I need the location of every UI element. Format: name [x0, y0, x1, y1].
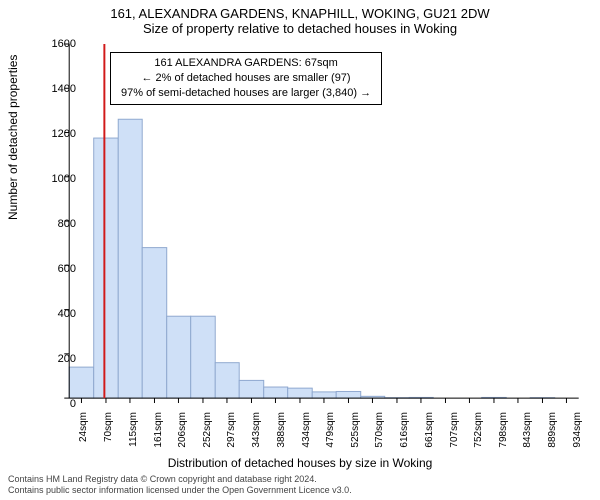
legend-line-3: 97% of semi-detached houses are larger (…: [121, 86, 371, 101]
y-tick-label: 0: [40, 398, 76, 410]
chart-subtitle: Size of property relative to detached ho…: [0, 21, 600, 38]
x-tick-label: 479sqm: [325, 412, 336, 448]
legend-box: 161 ALEXANDRA GARDENS: 67sqm ← 2% of det…: [110, 52, 382, 105]
x-tick-label: 206sqm: [177, 412, 188, 448]
y-tick-label: 1600: [40, 38, 76, 50]
y-tick-label: 200: [40, 353, 76, 365]
y-tick-label: 800: [40, 218, 76, 230]
x-tick-label: 343sqm: [251, 412, 262, 448]
x-tick-label: 570sqm: [374, 412, 385, 448]
y-tick-label: 1000: [40, 173, 76, 185]
x-tick-label: 161sqm: [153, 412, 164, 448]
x-tick-label: 434sqm: [301, 412, 312, 448]
x-tick-label: 752sqm: [473, 412, 484, 448]
x-tick-label: 661sqm: [424, 412, 435, 448]
x-tick-label: 843sqm: [522, 412, 533, 448]
x-tick-label: 707sqm: [449, 412, 460, 448]
x-tick-label: 934sqm: [572, 412, 583, 448]
x-tick-label: 388sqm: [276, 412, 287, 448]
footer-line-2: Contains public sector information licen…: [8, 485, 352, 496]
x-axis-label: Distribution of detached houses by size …: [0, 456, 600, 470]
x-tick-label: 525sqm: [350, 412, 361, 448]
y-tick-label: 400: [40, 308, 76, 320]
x-tick-label: 24sqm: [78, 412, 89, 442]
x-tick-label: 252sqm: [202, 412, 213, 448]
x-tick-label: 297sqm: [226, 412, 237, 448]
y-tick-label: 1200: [40, 128, 76, 140]
chart-title: 161, ALEXANDRA GARDENS, KNAPHILL, WOKING…: [0, 0, 600, 21]
x-tick-label: 115sqm: [128, 412, 139, 447]
legend-line-2: ← 2% of detached houses are smaller (97): [121, 71, 371, 86]
footer-attribution: Contains HM Land Registry data © Crown c…: [8, 474, 352, 496]
x-tick-label: 616sqm: [399, 412, 410, 448]
x-tick-label: 70sqm: [103, 412, 114, 442]
footer-line-1: Contains HM Land Registry data © Crown c…: [8, 474, 352, 485]
y-tick-label: 1400: [40, 83, 76, 95]
x-tick-label: 798sqm: [498, 412, 509, 448]
y-axis-label: Number of detached properties: [6, 55, 20, 220]
y-tick-label: 600: [40, 263, 76, 275]
legend-line-1: 161 ALEXANDRA GARDENS: 67sqm: [121, 56, 371, 71]
x-tick-label: 889sqm: [547, 412, 558, 448]
figure-container: 161, ALEXANDRA GARDENS, KNAPHILL, WOKING…: [0, 0, 600, 500]
